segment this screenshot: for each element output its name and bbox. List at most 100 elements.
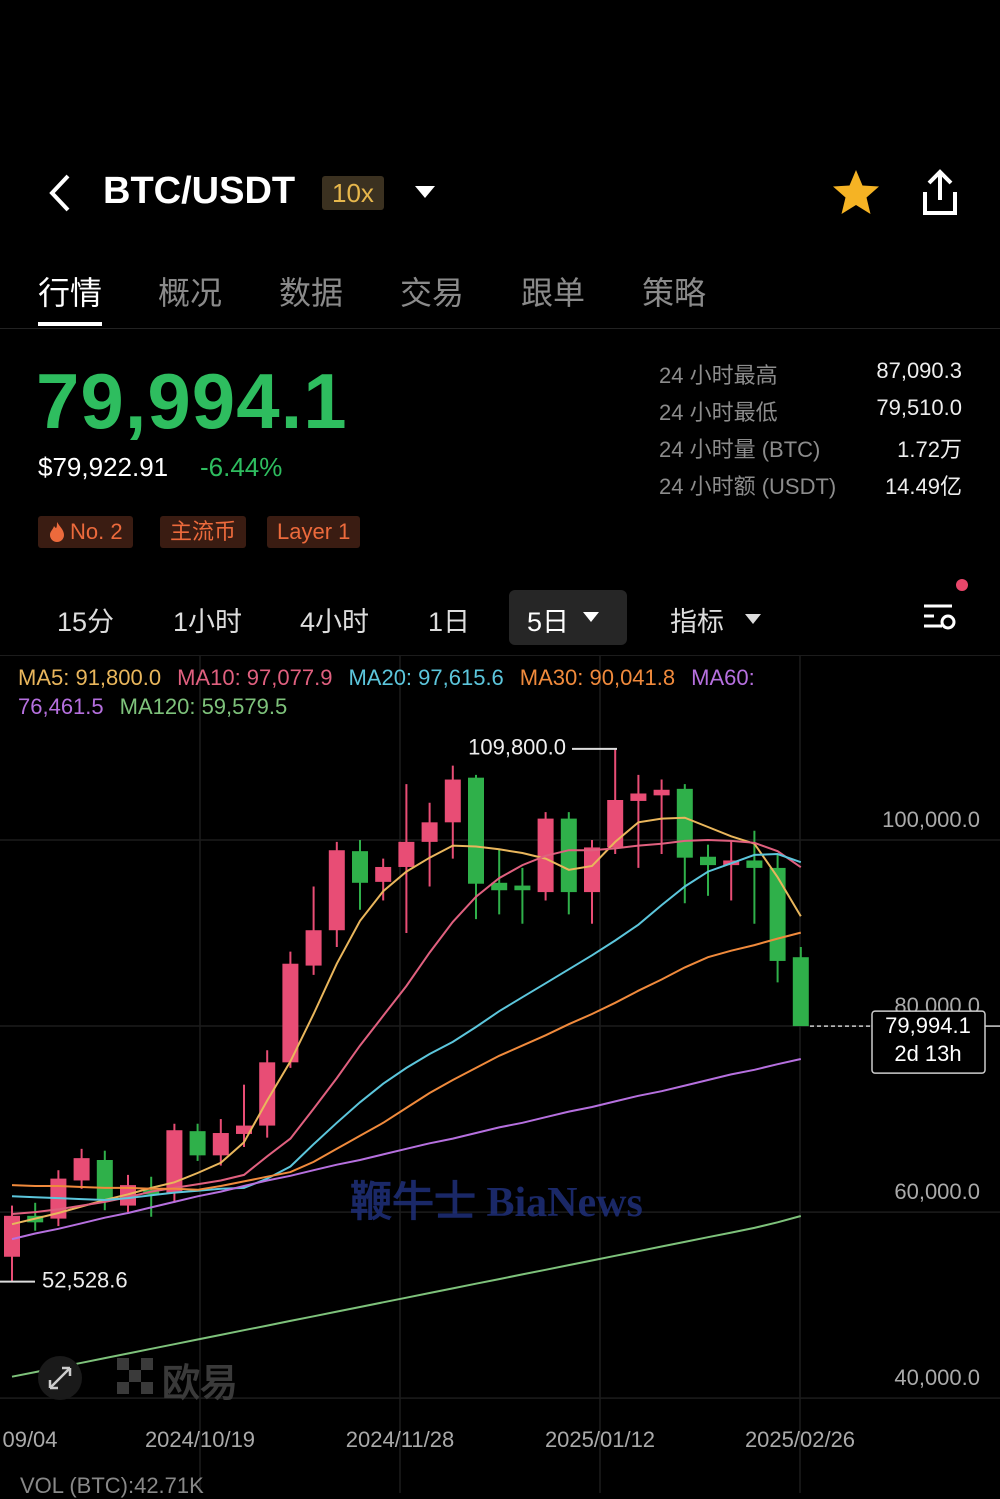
x-tick-label: 2025/02/26 bbox=[745, 1427, 855, 1452]
stat-label: 24 小时最低 bbox=[659, 400, 778, 425]
tag[interactable]: No. 2 bbox=[38, 516, 133, 548]
y-tick-label: 40,000.0 bbox=[894, 1365, 980, 1390]
annotation: 52,528.6 bbox=[42, 1267, 128, 1292]
pair-dropdown[interactable] bbox=[413, 184, 437, 200]
tab[interactable]: 概况 bbox=[158, 275, 223, 311]
interval-dropdown[interactable] bbox=[582, 611, 600, 623]
tab[interactable]: 跟单 bbox=[521, 275, 586, 311]
indicator-menu[interactable]: 指标 bbox=[670, 607, 724, 637]
candles bbox=[4, 748, 809, 1282]
ma-legend-entry: MA5: 91,800.0 bbox=[18, 665, 162, 690]
stat-value: 87,090.3 bbox=[876, 358, 962, 383]
interval[interactable]: 4小时 bbox=[300, 607, 370, 637]
tag[interactable]: Layer 1 bbox=[267, 516, 361, 548]
candle-body bbox=[96, 1160, 113, 1200]
stat-label: 24 小时最高 bbox=[659, 363, 778, 388]
stat-value: 1.72万 bbox=[897, 437, 962, 462]
tag[interactable]: 主流币 bbox=[160, 516, 247, 548]
candle-body bbox=[189, 1131, 206, 1156]
ma-legend-entry: MA60: 76,461.5 bbox=[18, 665, 755, 719]
candle-body bbox=[630, 793, 647, 801]
candle-body bbox=[700, 856, 716, 866]
flame-icon bbox=[50, 522, 64, 542]
candle-body bbox=[282, 963, 299, 1063]
candle-body bbox=[259, 1062, 276, 1126]
interval[interactable]: 15分 bbox=[57, 607, 115, 637]
tab[interactable]: 数据 bbox=[279, 275, 344, 311]
interval[interactable]: 1日 bbox=[428, 607, 471, 637]
indicator-dropdown[interactable] bbox=[744, 613, 762, 625]
interval-selected-bg bbox=[509, 590, 627, 645]
tab-underline bbox=[38, 322, 102, 326]
candle-body bbox=[607, 800, 624, 848]
favorite-star[interactable] bbox=[830, 167, 882, 219]
ma-legend: MA5: 91,800.0 MA10: 97,077.9 MA20: 97,615.… bbox=[18, 663, 818, 721]
ma-line bbox=[11, 1215, 802, 1378]
candle-body bbox=[792, 957, 809, 1027]
tab[interactable]: 策略 bbox=[642, 275, 707, 311]
x-tick-label: 09/04 bbox=[2, 1427, 57, 1452]
watermark: 欧易 bbox=[162, 1363, 239, 1405]
candle-body bbox=[653, 789, 670, 796]
usd-price: $79,922.91 bbox=[38, 452, 169, 482]
candle-body bbox=[514, 885, 531, 891]
leverage-badge[interactable]: 10x bbox=[322, 176, 384, 210]
ma-legend-entry: MA30: 90,041.8 bbox=[519, 665, 676, 690]
candle-body bbox=[398, 841, 415, 867]
stat-value: 79,510.0 bbox=[876, 395, 962, 420]
ma-line bbox=[11, 852, 802, 1202]
candle-body bbox=[746, 860, 763, 868]
stat-value: 14.49亿 bbox=[884, 474, 962, 499]
last-price-label: 79,994.1 bbox=[885, 1013, 971, 1038]
candle-body bbox=[236, 1125, 252, 1134]
countdown: 2d 13h bbox=[894, 1041, 961, 1066]
chart-settings[interactable] bbox=[918, 576, 974, 636]
ma-legend-entry: MA20: 97,615.6 bbox=[348, 665, 504, 690]
back-button[interactable] bbox=[40, 170, 80, 216]
logo-icon bbox=[117, 1358, 153, 1394]
candle-body bbox=[421, 822, 438, 842]
last-price: 79,994.1 bbox=[36, 357, 348, 445]
divider bbox=[0, 328, 1000, 329]
divider bbox=[0, 655, 1000, 656]
x-tick-label: 2025/01/12 bbox=[545, 1427, 655, 1452]
fullscreen-button[interactable] bbox=[36, 1354, 84, 1402]
volume-label: VOL (BTC):42.71K bbox=[20, 1473, 204, 1498]
candle-body bbox=[584, 847, 600, 893]
candle-body bbox=[305, 930, 322, 966]
candle-body bbox=[468, 777, 484, 884]
ma-line bbox=[11, 816, 802, 1226]
candle-body bbox=[769, 867, 786, 961]
candle-body bbox=[444, 779, 461, 823]
ma-line bbox=[11, 838, 802, 1215]
x-tick-label: 2024/10/19 bbox=[145, 1427, 255, 1452]
price-change: -6.44% bbox=[200, 452, 283, 482]
x-tick-label: 2024/11/28 bbox=[346, 1427, 454, 1452]
tab[interactable]: 交易 bbox=[400, 275, 465, 311]
ma-legend-entry: MA120: 59,579.5 bbox=[119, 694, 288, 719]
candle-body bbox=[212, 1133, 229, 1156]
pair[interactable]: BTC/USDT bbox=[103, 170, 296, 212]
annotation: 109,800.0 bbox=[468, 735, 566, 760]
y-tick-label: 100,000.0 bbox=[882, 807, 980, 832]
tab[interactable]: 行情 bbox=[38, 275, 103, 311]
ma-line bbox=[11, 931, 802, 1191]
candle-body bbox=[73, 1158, 90, 1181]
last-price-box bbox=[871, 1010, 986, 1074]
candle-body bbox=[375, 866, 392, 882]
stat-label: 24 小时额 (USDT) bbox=[659, 474, 837, 499]
interval[interactable]: 1小时 bbox=[173, 607, 243, 637]
candle-body bbox=[328, 850, 345, 931]
share-button[interactable] bbox=[915, 168, 965, 218]
candle-body bbox=[166, 1130, 183, 1193]
interval[interactable]: 5日 bbox=[527, 607, 570, 637]
ma-line bbox=[11, 1058, 802, 1241]
ma-legend-entry: MA10: 97,077.9 bbox=[177, 665, 333, 690]
candle-body bbox=[352, 851, 368, 883]
candle-body bbox=[560, 818, 577, 893]
watermark: 鞭牛士 BiaNews bbox=[350, 1180, 643, 1226]
candle-body bbox=[676, 788, 693, 858]
candle-body bbox=[4, 1215, 20, 1257]
